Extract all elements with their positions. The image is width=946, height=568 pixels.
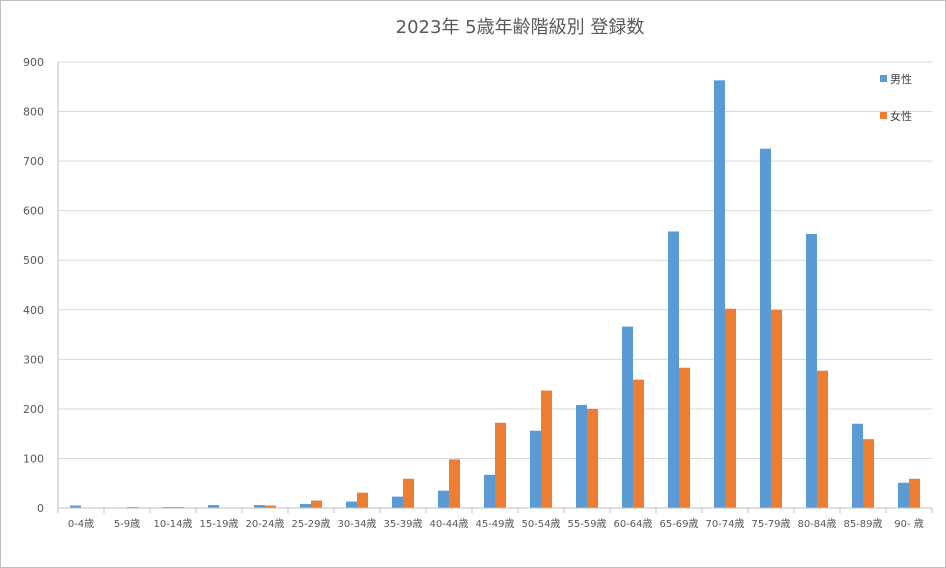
bar-male [898,482,909,508]
y-tick-label: 400 [23,304,44,317]
bar-male [208,505,219,508]
x-axis: 0-4歳 5-9歳 10-14歳 15-19歳 20-24歳 25-29歳 30-34歳 35… [57,507,933,530]
bar-male [300,504,311,508]
bar-male [346,501,357,508]
bar-male [392,496,403,508]
bar-male [852,423,863,508]
x-tick-label: 5-9歳 [114,518,140,530]
x-tick-label: 25-29歳 [291,518,330,530]
bar-female [771,309,782,508]
bar-female [817,370,828,508]
chart-title: 2023年 5歳年齢階級別 登録数 [396,17,645,38]
x-tick-label: 55-59歳 [567,518,606,530]
bar-female [403,478,414,508]
x-tick-label: 35-39歳 [383,518,422,530]
bar-male [622,326,633,508]
y-tick-label: 600 [23,205,44,218]
bar-female [725,308,736,508]
x-tick-label: 15-19歳 [199,518,238,530]
y-axis: 0 100 200 300 400 500 600 700 800 900 [23,56,59,515]
x-tick-label: 90- 歳 [894,518,924,530]
legend-label: 男性 [890,72,912,86]
x-tick-label: 45-49歳 [475,518,514,530]
y-tick-label: 0 [37,502,44,515]
bar-male [576,404,587,508]
y-tick-label: 500 [23,254,44,267]
x-tick-label: 60-64歳 [613,518,652,530]
x-tick-label: 80-84歳 [797,518,836,530]
bar-female [679,367,690,508]
x-tick-label: 40-44歳 [429,518,468,530]
bar-male [254,505,265,508]
x-tick-label: 30-34歳 [337,518,376,530]
bar-female [633,379,644,508]
bar-female [311,500,322,508]
bar-female [265,505,276,508]
x-tick-label: 10-14歳 [153,518,192,530]
bar-male [806,233,817,509]
bar-female [587,408,598,508]
bars [70,80,920,509]
x-tick-label: 0-4歳 [68,518,94,530]
bar-female [909,478,920,508]
bar-male [668,231,679,509]
y-tick-label: 700 [23,155,44,168]
bar-male [70,505,81,508]
y-tick-label: 800 [23,106,44,119]
bar-male [760,148,771,508]
bar-male [484,474,495,508]
legend-label: 女性 [890,109,912,123]
bar-female [495,422,506,508]
bar-female [541,390,552,508]
y-tick-label: 900 [23,56,44,69]
bar-female [449,459,460,508]
y-tick-label: 200 [23,403,44,416]
x-tick-label: 50-54歳 [521,518,560,530]
x-tick-label: 70-74歳 [705,518,744,530]
x-tick-label: 65-69歳 [659,518,698,530]
bar-male [530,430,541,508]
bar-male [714,80,725,508]
legend-swatch [880,75,887,82]
x-tick-label: 20-24歳 [245,518,284,530]
legend-swatch [880,112,887,119]
x-tick-label: 85-89歳 [843,518,882,530]
x-tick-label: 75-79歳 [751,518,790,530]
bar-male [438,490,449,508]
bar-female [863,439,874,508]
y-tick-label: 100 [23,452,44,465]
y-tick-label: 300 [23,353,44,366]
bar-female [357,492,368,508]
